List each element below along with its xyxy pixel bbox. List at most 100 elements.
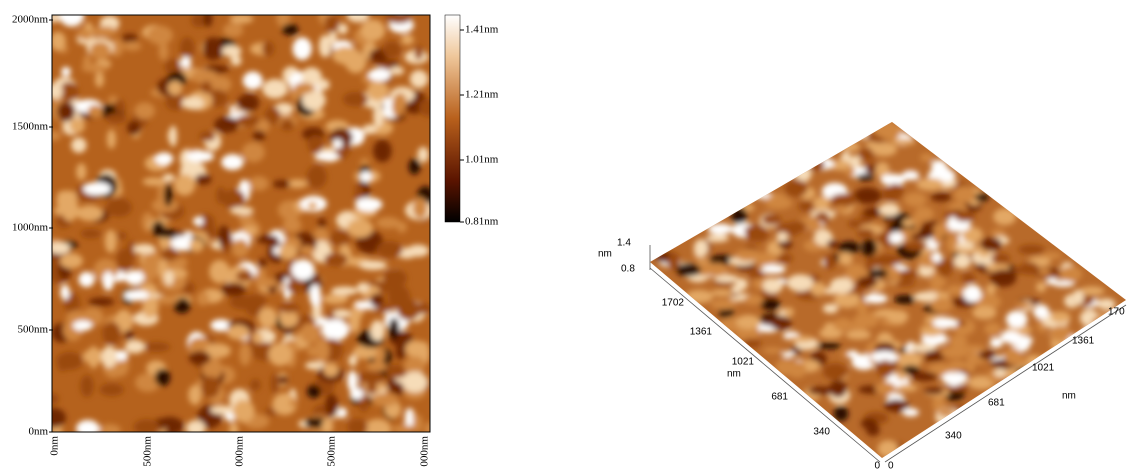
grain xyxy=(370,293,384,308)
peak xyxy=(974,193,989,202)
image-frame xyxy=(51,14,431,433)
peak xyxy=(1091,321,1116,336)
grain xyxy=(147,25,174,45)
grain xyxy=(411,302,430,314)
grain xyxy=(186,420,206,432)
peak xyxy=(808,386,835,395)
grain xyxy=(56,190,77,199)
peak xyxy=(833,317,853,332)
peak xyxy=(989,337,1003,348)
peak xyxy=(960,344,987,353)
peak xyxy=(1033,304,1050,319)
grain xyxy=(221,45,242,57)
grain xyxy=(403,356,426,376)
grain xyxy=(385,15,412,24)
grain xyxy=(188,238,204,253)
peak xyxy=(829,277,854,294)
grain xyxy=(194,173,212,185)
peak xyxy=(856,300,868,315)
peak xyxy=(929,276,947,289)
grain xyxy=(174,174,196,196)
peak xyxy=(897,351,922,370)
grain xyxy=(177,257,188,269)
peak xyxy=(706,262,728,277)
grain xyxy=(354,197,383,212)
peak xyxy=(978,350,997,360)
peak xyxy=(845,330,872,340)
peak xyxy=(868,268,889,278)
peak xyxy=(926,334,940,347)
grain xyxy=(52,408,67,428)
axis-label: 681 xyxy=(771,392,788,403)
peak xyxy=(817,342,841,350)
grain xyxy=(236,270,254,282)
peak xyxy=(930,297,953,313)
grain xyxy=(272,179,291,189)
peak xyxy=(974,263,987,270)
grain xyxy=(202,356,223,381)
grain xyxy=(80,228,102,239)
grain xyxy=(252,332,263,344)
peak xyxy=(819,327,843,339)
colorbar-label: 0.81nm xyxy=(465,216,499,228)
peak xyxy=(762,278,783,294)
grain xyxy=(231,239,250,258)
peak xyxy=(781,351,795,358)
peak xyxy=(813,196,830,210)
peak xyxy=(838,252,853,266)
y-tick-label: 0nm xyxy=(28,426,48,438)
grain xyxy=(358,371,385,385)
peak xyxy=(898,269,918,281)
peak xyxy=(856,173,875,181)
peak xyxy=(810,282,827,296)
grain xyxy=(72,320,93,331)
peak xyxy=(931,251,943,263)
grain xyxy=(135,373,161,393)
grain xyxy=(102,321,121,345)
peak xyxy=(963,284,982,303)
peak xyxy=(866,423,880,437)
grain xyxy=(309,284,321,307)
peak xyxy=(1017,244,1046,255)
peak xyxy=(953,254,971,269)
peak xyxy=(848,219,863,228)
grain xyxy=(331,286,359,296)
grain xyxy=(99,383,124,396)
peak xyxy=(972,306,997,320)
grain xyxy=(76,419,100,432)
peak xyxy=(874,254,902,269)
peak xyxy=(887,183,904,199)
grain xyxy=(258,307,278,329)
peak xyxy=(903,192,927,207)
peak xyxy=(910,232,932,240)
peak xyxy=(874,382,896,395)
grain xyxy=(367,81,389,101)
peak xyxy=(1015,301,1031,309)
grain xyxy=(124,339,146,354)
grain xyxy=(155,294,179,305)
grain xyxy=(348,309,361,334)
peak xyxy=(710,299,737,310)
peak xyxy=(1011,266,1031,274)
grain xyxy=(134,102,156,120)
peak xyxy=(902,408,919,417)
peak xyxy=(974,293,1002,310)
grain xyxy=(333,309,351,318)
grain xyxy=(282,217,302,233)
axis-label: 340 xyxy=(813,427,830,438)
grain xyxy=(307,345,319,357)
grain xyxy=(133,419,160,432)
grain xyxy=(164,270,174,286)
peak xyxy=(826,239,839,249)
grain xyxy=(69,118,85,134)
peak xyxy=(920,153,934,162)
grain xyxy=(117,231,128,241)
axis-label: nm xyxy=(727,369,741,380)
grain xyxy=(417,146,429,163)
peak xyxy=(924,387,944,395)
grain xyxy=(170,235,195,251)
peak xyxy=(919,327,942,337)
grain xyxy=(347,418,368,432)
grain xyxy=(142,177,166,186)
